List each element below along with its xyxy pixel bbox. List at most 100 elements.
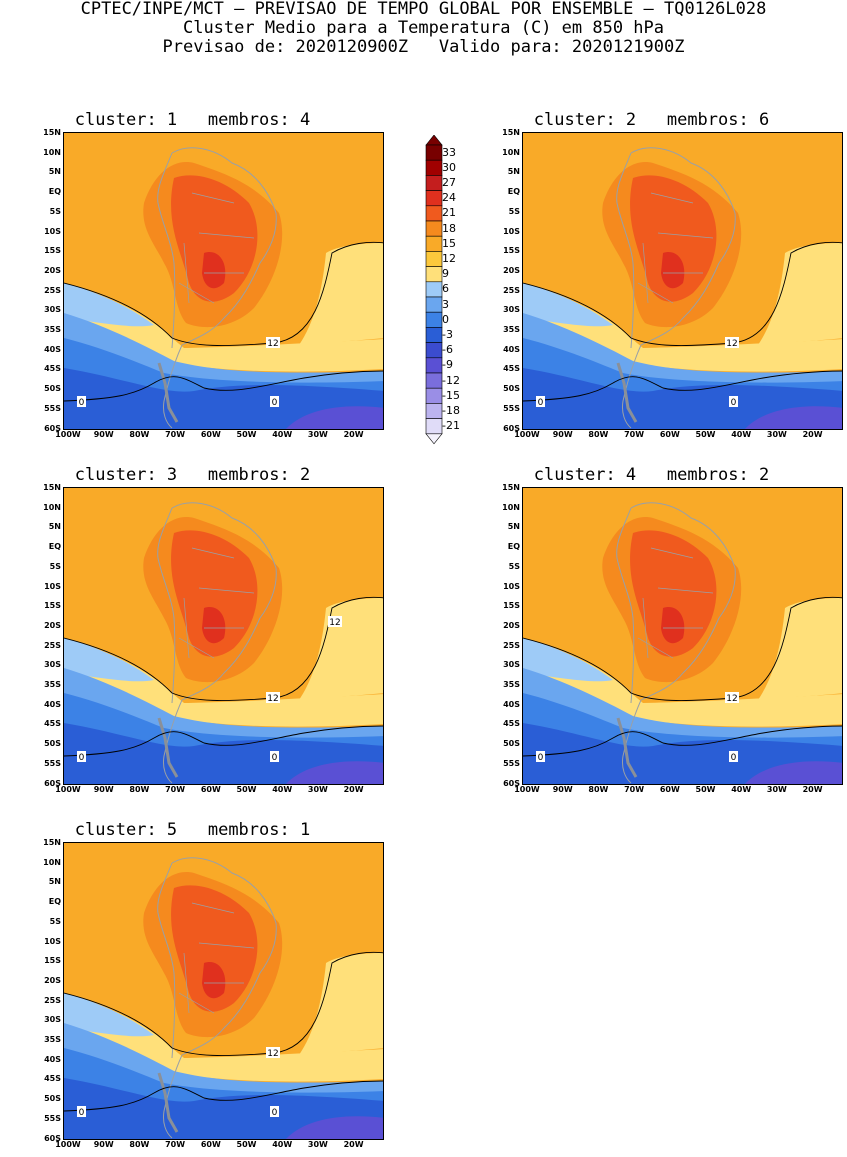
colorbar-label: -12 [442, 373, 460, 387]
lat-tick-label: 35S [44, 680, 61, 689]
colorbar-band [425, 190, 443, 207]
colorbar-band [425, 159, 443, 176]
colorbar-label: 0 [442, 312, 449, 326]
lat-tick-label: 15N [43, 128, 61, 137]
lon-tick-label: 50W [236, 430, 257, 439]
lat-tick-label: 45S [44, 719, 61, 729]
temperature-map: 12 0 0 12 [63, 487, 384, 785]
colorbar-band [425, 296, 443, 313]
lon-tick-label: 100W [55, 430, 81, 439]
lat-tick-label: 50S [44, 739, 61, 749]
lat-tick-label: 50S [44, 1094, 61, 1104]
lon-tick-label: 90W [552, 430, 573, 439]
lon-tick-label: 100W [514, 785, 540, 794]
lat-tick-label: 60S [503, 423, 520, 433]
lon-tick-label: 40W [731, 430, 752, 439]
colorbar-band [425, 418, 443, 435]
contour-label-12: 12 [726, 694, 737, 704]
lon-tick-label: 90W [93, 430, 114, 439]
lon-tick-label: 90W [552, 785, 573, 794]
colorbar-label: 18 [442, 221, 456, 235]
map-canvas: 12 0 0 [523, 488, 842, 784]
lat-tick-label: 5S [508, 206, 520, 216]
lon-tick-label: 80W [588, 430, 609, 439]
colorbar-band [425, 372, 443, 389]
lon-tick-label: 100W [55, 1140, 81, 1149]
lat-tick-label: 10N [43, 147, 61, 157]
lat-tick-label: 30S [503, 660, 520, 670]
lat-tick-label: 45S [44, 1074, 61, 1084]
contour-label: 0 [77, 396, 86, 408]
panel-title: cluster: 1 membros: 4 [74, 110, 311, 130]
lat-tick-label: 15S [44, 246, 61, 256]
map-panel: cluster: 5 membros: 1 12 0 0 15N 10N 5N EQ 5… [0, 820, 385, 1150]
lon-tick-label: 100W [55, 785, 81, 794]
lon-tick-label: 60W [659, 430, 680, 439]
lat-tick-label: 45S [44, 364, 61, 374]
colorbar-label: 12 [442, 252, 456, 265]
contour-label: 0 [536, 396, 545, 408]
lon-tick-label: 80W [129, 430, 150, 439]
contour-label: 0 [729, 396, 738, 408]
map-panel: cluster: 4 membros: 2 12 0 0 15N 10N 5N EQ 5… [459, 465, 844, 795]
colorbar-label: -15 [442, 388, 460, 402]
colorbar-band [425, 235, 443, 252]
lat-tick-label: 55S [503, 403, 520, 413]
contour-label: 12 [725, 692, 739, 704]
lat-tick-label: 25S [44, 995, 61, 1005]
lon-tick-label: 60W [200, 1140, 221, 1149]
map-panel: cluster: 3 membros: 2 12 0 0 12 15N 10N 5N… [0, 465, 385, 795]
contour-label-0a: 0 [79, 1108, 85, 1118]
contour-label: 12 [266, 1047, 280, 1059]
contour-label-0b: 0 [272, 1108, 278, 1118]
lon-tick-label: 20W [802, 785, 823, 794]
lon-tick-label: 80W [129, 785, 150, 794]
contour-label-12: 12 [267, 339, 278, 349]
lat-tick-label: 10N [43, 502, 61, 512]
header-line-2: Cluster Medio para a Temperatura (C) em … [182, 18, 665, 38]
contour-label-12b: 12 [329, 618, 340, 628]
lat-tick-label: 5N [48, 877, 61, 887]
contour-label: 0 [77, 751, 86, 763]
header-line-1: CPTEC/INPE/MCT – PREVISAO DE TEMPO GLOBA… [80, 0, 767, 19]
lat-tick-label: 10N [43, 857, 61, 867]
lon-tick-label: 20W [343, 1140, 364, 1149]
lat-tick-label: 50S [44, 384, 61, 394]
temperature-map: 12 0 0 [63, 842, 384, 1140]
lat-tick-label: 5S [49, 916, 61, 926]
lon-tick-label: 60W [659, 785, 680, 794]
lat-tick-label: 15S [503, 601, 520, 611]
lat-tick-label: 10S [44, 936, 61, 946]
contour-label-0b: 0 [731, 753, 737, 763]
lon-tick-label: 30W [307, 1140, 328, 1149]
colorbar-bottom-arrow [425, 433, 443, 445]
lon-tick-label: 100W [514, 430, 540, 439]
lat-tick-label: 25S [44, 640, 61, 650]
lon-tick-label: 30W [766, 430, 787, 439]
lon-tick-label: 40W [272, 785, 293, 794]
temperature-map: 12 0 0 [522, 487, 843, 785]
lat-tick-label: 20S [44, 265, 61, 275]
contour-label-0a: 0 [79, 753, 85, 763]
lat-tick-label: 10S [503, 226, 520, 236]
lat-tick-label: EQ [507, 187, 520, 197]
lon-tick-label: 70W [165, 785, 186, 794]
lon-tick-label: 90W [93, 1140, 114, 1149]
colorbar-label: 30 [442, 160, 456, 174]
lat-tick-label: EQ [507, 542, 520, 552]
lat-tick-label: EQ [48, 187, 61, 197]
lat-tick-label: 35S [503, 680, 520, 689]
lon-tick-label: 30W [307, 785, 328, 794]
lon-tick-label: 50W [236, 785, 257, 794]
lat-tick-label: 40S [44, 1054, 61, 1064]
lon-tick-label: 50W [236, 1140, 257, 1149]
lat-tick-label: 40S [44, 344, 61, 354]
colorbar-band [425, 342, 443, 359]
colorbar-label: 24 [442, 191, 456, 205]
lat-tick-label: 35S [503, 325, 520, 334]
lat-tick-label: 40S [503, 699, 520, 709]
lat-tick-label: 50S [503, 739, 520, 749]
lat-tick-label: EQ [48, 542, 61, 552]
lat-tick-label: 55S [44, 403, 61, 413]
lat-tick-label: 10N [502, 147, 520, 157]
